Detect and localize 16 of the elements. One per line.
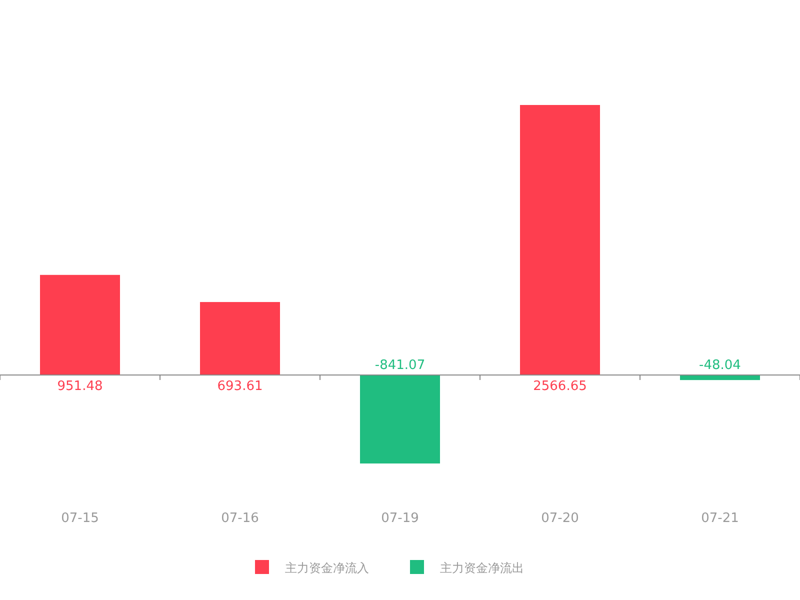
- data-label: 693.61: [217, 379, 263, 394]
- x-tick-label: 07-15: [61, 511, 99, 526]
- x-tick-label: 07-19: [381, 511, 419, 526]
- data-label: -841.07: [374, 358, 426, 373]
- bar: [360, 375, 440, 464]
- bar: [520, 104, 600, 375]
- data-label: 2566.65: [533, 379, 587, 394]
- legend-label: 主力资金净流出: [440, 561, 524, 575]
- x-tick-label: 07-21: [701, 511, 739, 526]
- data-label: 951.48: [57, 379, 103, 394]
- x-tick-label: 07-16: [221, 511, 259, 526]
- data-label: -48.04: [699, 358, 741, 373]
- bar: [40, 274, 120, 375]
- x-tick-label: 07-20: [541, 511, 579, 526]
- legend-label: 主力资金净流入: [285, 561, 369, 575]
- bar: [200, 302, 280, 375]
